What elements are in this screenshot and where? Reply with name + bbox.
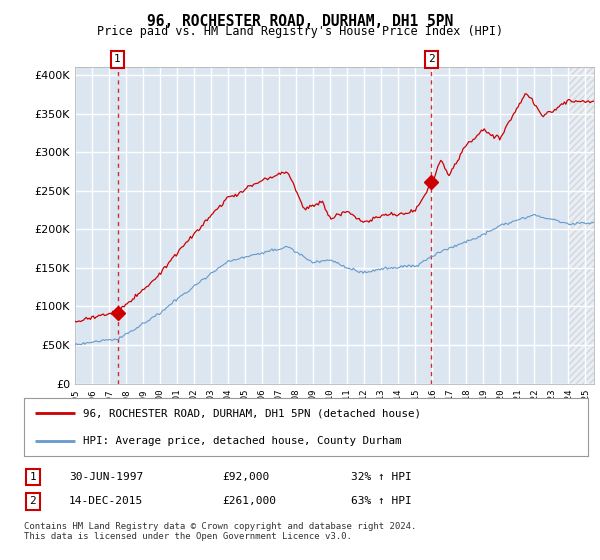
Bar — [568, 67, 594, 384]
Text: 2: 2 — [29, 496, 37, 506]
Text: £261,000: £261,000 — [222, 496, 276, 506]
Text: Contains HM Land Registry data © Crown copyright and database right 2024.
This d: Contains HM Land Registry data © Crown c… — [24, 522, 416, 542]
Text: £92,000: £92,000 — [222, 472, 269, 482]
Text: 96, ROCHESTER ROAD, DURHAM, DH1 5PN (detached house): 96, ROCHESTER ROAD, DURHAM, DH1 5PN (det… — [83, 408, 421, 418]
Text: Price paid vs. HM Land Registry's House Price Index (HPI): Price paid vs. HM Land Registry's House … — [97, 25, 503, 38]
Text: 1: 1 — [114, 54, 121, 64]
Text: 96, ROCHESTER ROAD, DURHAM, DH1 5PN: 96, ROCHESTER ROAD, DURHAM, DH1 5PN — [147, 14, 453, 29]
Text: 30-JUN-1997: 30-JUN-1997 — [69, 472, 143, 482]
Text: 32% ↑ HPI: 32% ↑ HPI — [351, 472, 412, 482]
Text: 1: 1 — [29, 472, 37, 482]
Text: 14-DEC-2015: 14-DEC-2015 — [69, 496, 143, 506]
Text: 63% ↑ HPI: 63% ↑ HPI — [351, 496, 412, 506]
Text: 2: 2 — [428, 54, 435, 64]
Text: HPI: Average price, detached house, County Durham: HPI: Average price, detached house, Coun… — [83, 436, 402, 446]
